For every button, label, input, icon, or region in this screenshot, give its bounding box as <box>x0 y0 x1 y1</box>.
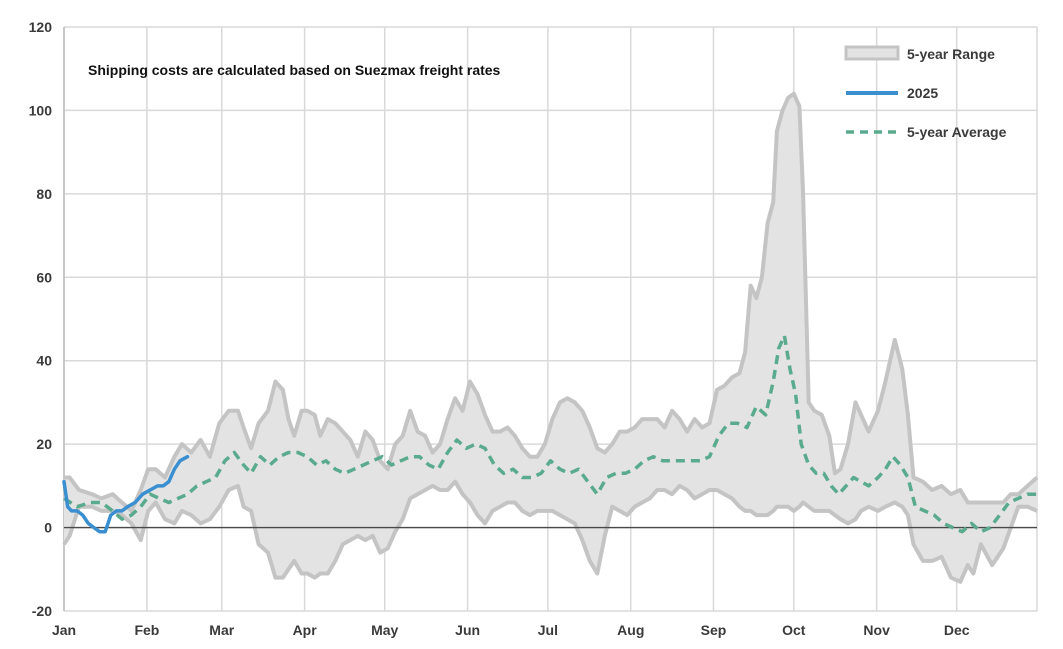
y-tick-label: 20 <box>36 436 52 452</box>
series-2025-line <box>62 454 190 534</box>
y-tick-label: 100 <box>29 102 53 118</box>
y-axis-ticks: -20 0 20 40 60 80 100 120 <box>29 19 53 619</box>
x-tick-label: Sep <box>701 622 727 638</box>
range-band-upper <box>64 91 1039 513</box>
x-tick-label: Aug <box>617 622 644 638</box>
x-tick-label: Jun <box>455 622 480 638</box>
legend-average-label: 5-year Average <box>907 124 1007 140</box>
x-tick-label: Jan <box>52 622 76 638</box>
y-tick-label: 80 <box>36 186 52 202</box>
x-tick-label: Mar <box>209 622 234 638</box>
y-tick-label: 60 <box>36 269 52 285</box>
chart-annotation: Shipping costs are calculated based on S… <box>88 62 501 78</box>
average-series-line <box>63 333 1037 534</box>
legend-range-swatch <box>844 45 900 61</box>
y-tick-label: 120 <box>29 19 53 35</box>
x-tick-label: Jul <box>538 622 558 638</box>
legend-2025-label: 2025 <box>907 85 938 101</box>
x-tick-label: May <box>371 622 398 638</box>
range-band-fill <box>64 93 1037 582</box>
grid-lines <box>63 26 1038 612</box>
x-tick-label: Dec <box>944 622 970 638</box>
legend-range-label: 5-year Range <box>907 46 995 62</box>
legend: 5-year Range 2025 5-year Average <box>844 45 1007 140</box>
x-axis-ticks: Jan Feb Mar Apr May Jun Jul Aug Sep Oct Nov Dec <box>52 622 970 638</box>
x-tick-label: Oct <box>782 622 806 638</box>
x-tick-label: Apr <box>293 622 318 638</box>
range-band-layer <box>62 91 1039 584</box>
x-tick-label: Nov <box>863 622 890 638</box>
y-tick-label: 40 <box>36 353 52 369</box>
y-tick-label: -20 <box>32 603 52 619</box>
y-tick-label: 0 <box>44 520 52 536</box>
x-tick-label: Feb <box>134 622 159 638</box>
